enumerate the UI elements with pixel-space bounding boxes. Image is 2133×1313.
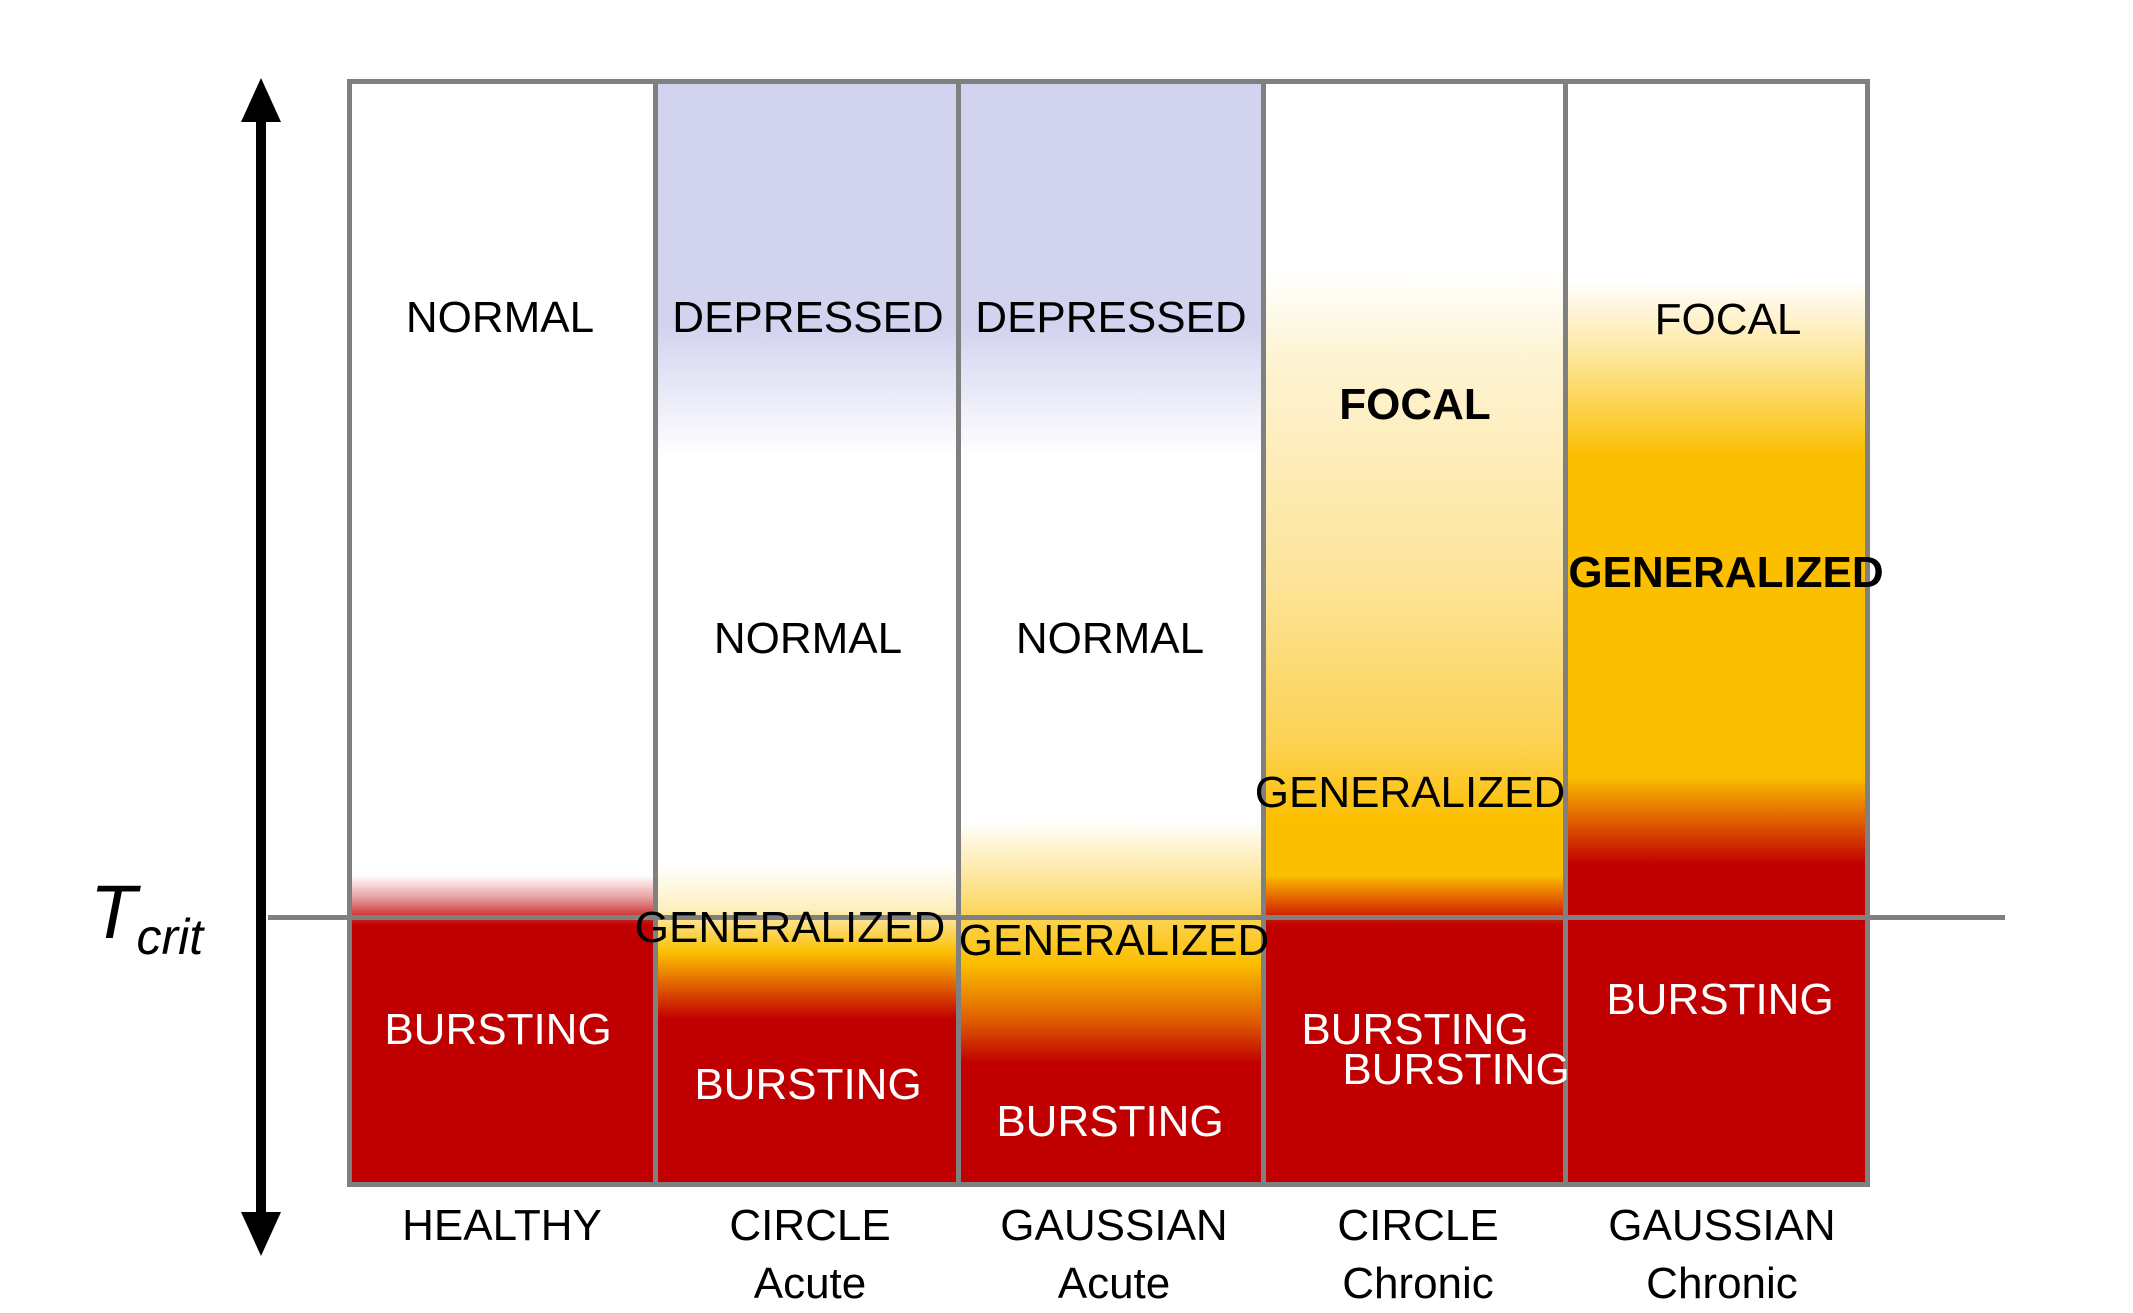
divider	[347, 79, 352, 1187]
region-label: FOCAL	[1339, 380, 1491, 429]
region-label: GENERALIZED	[634, 903, 946, 952]
column-label: GAUSSIAN Acute	[1000, 1197, 1227, 1313]
threshold-label: Tcrit	[90, 875, 204, 966]
column-circle-chronic	[1263, 82, 1565, 1184]
column-label-line1: CIRCLE	[729, 1201, 891, 1250]
column-label-line2: Acute	[1057, 1259, 1171, 1308]
region-label: BURSTING	[1301, 1005, 1529, 1054]
column-label: CIRCLE Chronic	[1337, 1197, 1498, 1313]
region-label: BURSTING	[996, 1097, 1224, 1146]
region-label: GENERALIZED	[1568, 548, 1884, 597]
region-label: DEPRESSED	[975, 293, 1247, 342]
double-arrow-icon	[241, 78, 281, 1256]
column-label: CIRCLE Acute	[729, 1197, 890, 1313]
column-label-line1: CIRCLE	[1337, 1201, 1499, 1250]
divider	[1563, 79, 1568, 1187]
divider	[653, 79, 658, 1187]
divider	[1865, 79, 1870, 1187]
region-label: DEPRESSED	[672, 293, 944, 342]
region-label: BURSTING	[384, 1005, 612, 1054]
threshold-label-sub: crit	[136, 909, 204, 966]
region-label: FOCAL	[1654, 295, 1802, 344]
region-label: BURSTING	[1342, 1045, 1570, 1094]
column-label-line1: HEALTHY	[402, 1201, 602, 1250]
frame-bottom	[347, 1182, 1870, 1187]
region-label: NORMAL	[713, 614, 903, 663]
column-label-line2: Chronic	[1646, 1259, 1798, 1308]
column-healthy	[350, 82, 655, 1184]
threshold-line	[268, 915, 2005, 920]
column-label: GAUSSIAN Chronic	[1608, 1197, 1835, 1313]
frame-top	[347, 79, 1870, 84]
region-label: NORMAL	[405, 293, 595, 342]
column-label-line1: GAUSSIAN	[1608, 1201, 1836, 1250]
column-gaussian-acute	[958, 82, 1263, 1184]
column-label: HEALTHY	[402, 1197, 602, 1255]
divider	[1261, 79, 1266, 1187]
divider	[956, 79, 961, 1187]
region-label: GENERALIZED	[1254, 768, 1566, 817]
threshold-label-main: T	[90, 870, 137, 955]
region-label: BURSTING	[1606, 975, 1834, 1024]
region-label: NORMAL	[1015, 614, 1205, 663]
region-label: BURSTING	[694, 1060, 922, 1109]
column-circle-acute	[655, 82, 958, 1184]
region-label: GENERALIZED	[958, 916, 1270, 965]
column-gaussian-chronic	[1565, 82, 1867, 1184]
column-label-line2: Acute	[753, 1259, 867, 1308]
column-label-line1: GAUSSIAN	[1000, 1201, 1228, 1250]
column-label-line2: Chronic	[1342, 1259, 1494, 1308]
